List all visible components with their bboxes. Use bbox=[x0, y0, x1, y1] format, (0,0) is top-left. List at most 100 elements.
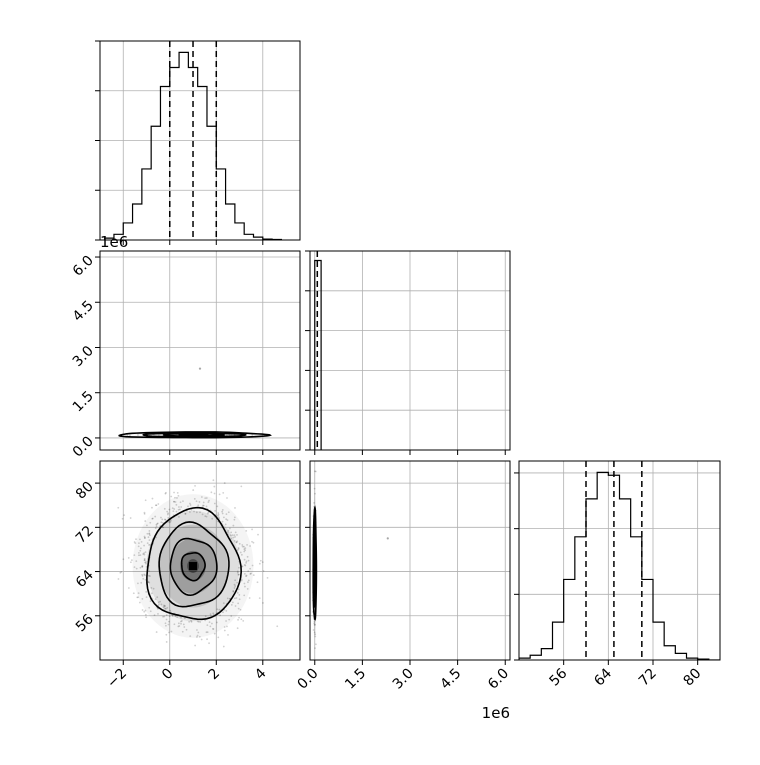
x-tick-label: 0 bbox=[159, 666, 177, 684]
scatter-point bbox=[257, 534, 259, 536]
scatter-point bbox=[180, 458, 182, 460]
scatter-point bbox=[152, 498, 154, 500]
x-tick-label: 6.0 bbox=[485, 666, 512, 693]
scatter-point bbox=[145, 616, 147, 618]
scatter-point bbox=[242, 620, 244, 622]
scatter-point bbox=[240, 485, 242, 487]
scatter-point bbox=[224, 482, 226, 484]
scatter-point bbox=[173, 492, 175, 494]
y-offset-label: 1e6 bbox=[100, 233, 128, 251]
scatter-point bbox=[210, 491, 212, 493]
scatter-point bbox=[118, 578, 120, 580]
scatter-point bbox=[219, 493, 221, 495]
scatter-point bbox=[262, 561, 264, 563]
scatter-point bbox=[155, 504, 157, 506]
scatter-point bbox=[201, 639, 203, 641]
y-tick-label: 64 bbox=[73, 567, 97, 591]
panel-plot-area bbox=[100, 458, 300, 661]
scatter-point bbox=[212, 479, 214, 481]
scatter-point bbox=[237, 619, 239, 621]
scatter-point bbox=[314, 493, 316, 495]
x-tick-label: 0.0 bbox=[295, 666, 322, 693]
x-tick-label: 80 bbox=[681, 666, 705, 690]
y-tick-label: 56 bbox=[73, 611, 97, 635]
scatter-point bbox=[123, 514, 125, 516]
scatter-point bbox=[131, 559, 133, 561]
scatter-point bbox=[194, 645, 196, 647]
scatter-point bbox=[222, 492, 224, 494]
scatter-point bbox=[130, 517, 132, 519]
density-contour bbox=[179, 434, 207, 435]
scatter-point bbox=[206, 638, 208, 640]
scatter-point bbox=[267, 577, 269, 579]
x-tick-label: 1.5 bbox=[342, 666, 369, 693]
x-tick-label: 72 bbox=[636, 666, 660, 690]
panel-hist-y bbox=[305, 251, 510, 455]
scatter-point bbox=[315, 643, 317, 645]
scatter-point bbox=[145, 499, 147, 501]
y-tick-label: 1.5 bbox=[70, 388, 97, 415]
panel-frame bbox=[100, 251, 300, 450]
outlier-point bbox=[387, 537, 389, 539]
panel-plot-area bbox=[100, 41, 300, 240]
x-tick-label: 2 bbox=[205, 666, 223, 684]
scatter-point bbox=[129, 434, 131, 436]
scatter-point bbox=[260, 560, 262, 562]
panel-plot-area bbox=[310, 251, 510, 450]
scatter-point bbox=[133, 592, 135, 594]
scatter-point bbox=[208, 642, 210, 644]
x-tick-label: 56 bbox=[547, 665, 571, 689]
y-tick-label: 6.0 bbox=[70, 253, 97, 280]
x-tick-label: −2 bbox=[104, 666, 130, 692]
scatter-point bbox=[139, 602, 141, 604]
panel-hist-x bbox=[95, 41, 300, 245]
x-tick-label: 64 bbox=[591, 665, 615, 689]
y-tick-label: 80 bbox=[73, 479, 97, 503]
scatter-point bbox=[257, 581, 259, 583]
scatter-point bbox=[177, 492, 179, 494]
x-tick-label: 4 bbox=[252, 665, 270, 683]
y-tick-label: 0.0 bbox=[70, 433, 97, 460]
scatter-point bbox=[122, 518, 124, 520]
scatter-point bbox=[135, 538, 137, 540]
y-tick-label: 3.0 bbox=[70, 343, 97, 370]
outlier-point bbox=[199, 367, 201, 369]
scatter-point bbox=[122, 558, 124, 560]
scatter-point bbox=[262, 602, 264, 604]
x-tick-label: 4.5 bbox=[437, 666, 464, 693]
density-peak bbox=[189, 562, 197, 570]
scatter-point bbox=[253, 574, 255, 576]
scatter-point bbox=[194, 485, 196, 487]
scatter-point bbox=[253, 542, 255, 544]
scatter-point bbox=[314, 488, 316, 490]
scatter-point bbox=[156, 631, 158, 633]
scatter-point bbox=[224, 630, 226, 632]
scatter-point bbox=[259, 563, 261, 565]
scatter-point bbox=[128, 557, 130, 559]
panel-plot-area bbox=[519, 461, 720, 660]
scatter-point bbox=[314, 647, 316, 649]
scatter-point bbox=[249, 597, 251, 599]
panel-plot-area bbox=[89, 251, 300, 450]
scatter-point bbox=[240, 618, 242, 620]
scatter-point bbox=[237, 627, 239, 629]
scatter-point bbox=[314, 470, 316, 472]
x-offset-label: 1e6 bbox=[482, 704, 510, 722]
scatter-point bbox=[170, 496, 172, 498]
scatter-point bbox=[192, 489, 194, 491]
scatter-point bbox=[251, 529, 253, 531]
density-contour bbox=[314, 553, 315, 581]
scatter-point bbox=[226, 497, 228, 499]
histogram-step-line bbox=[519, 472, 720, 660]
scatter-point bbox=[128, 587, 130, 589]
scatter-point bbox=[165, 493, 167, 495]
scatter-point bbox=[259, 597, 261, 599]
scatter-point bbox=[89, 434, 91, 436]
scatter-point bbox=[214, 493, 216, 495]
scatter-point bbox=[117, 507, 119, 509]
